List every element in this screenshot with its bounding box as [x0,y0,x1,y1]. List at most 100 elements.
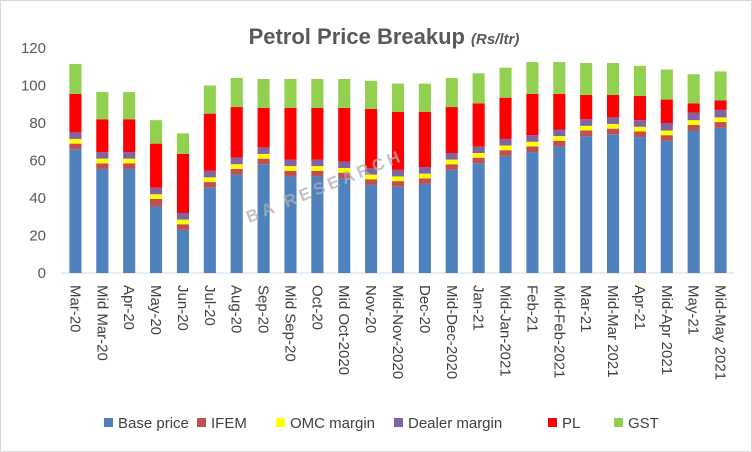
x-tick-label: Nov-20 [362,285,379,333]
bar-segment [338,172,351,179]
bar-segment [230,107,243,158]
bar-segment [365,174,378,180]
x-tick-label: Dec-20 [416,285,433,333]
bar-segment [338,108,351,162]
bar-segment [499,138,512,146]
bar-segment [176,219,190,225]
x-tick-label: Mid-Apr 2021 [658,285,675,375]
y-tick-label: 40 [29,190,46,207]
bar-segment [96,119,109,153]
legend: Base price IFEM OMC margin Dealer margin PL G… [104,415,659,432]
bar-segment [150,143,163,188]
bar-segment [203,85,216,114]
bar-segment [418,111,431,168]
bar-segment [230,157,243,165]
bar-segment [526,141,539,147]
bar-segment [365,80,378,109]
x-axis-labels: Mar-20 Mid Mar-20 Apr-20 May-20 Jun-20 Jul-20… [66,285,728,380]
legend-swatch [394,418,403,427]
bar-segment [150,194,163,199]
bar-segment [499,150,512,156]
bar-segment [714,122,727,128]
bar-segment [96,152,109,159]
bar-segment [123,92,136,120]
bar-segment [445,153,458,160]
bar-segment [553,62,566,94]
x-tick-label: Apr-21 [631,285,648,330]
bar-segment [633,126,646,132]
bar-segment [123,152,136,159]
bar-segment [418,167,431,174]
bar-segment [230,78,243,108]
bar-segment [230,168,243,175]
bar-segment [123,168,136,273]
bar-segment [150,120,163,144]
x-tick-label: Apr-20 [120,285,137,330]
bar-segment [418,178,431,184]
bar-segment [123,163,136,169]
legend-swatch [197,418,206,427]
x-tick-label: May-21 [685,285,702,335]
legend-label: IFEM [211,415,247,432]
x-tick-label: Mar-21 [577,285,594,333]
bar-segment [687,112,700,121]
bar-segment [445,159,458,165]
y-tick-label: 80 [29,115,46,132]
bar-segment [660,69,673,100]
x-tick-label: Jan-21 [470,285,487,331]
x-tick-label: Mid-Nov-2020 [389,285,406,379]
bar-segment [633,95,646,121]
bar-segment [284,108,297,160]
x-tick-label: Mar-20 [66,285,83,333]
bar-segment [338,168,351,173]
x-tick-label: May-20 [147,285,164,335]
bar-segment [418,173,431,179]
bar-segment [203,170,216,178]
bar-segment [150,198,163,207]
bar-segment [553,146,566,273]
bar-segment [660,135,673,141]
x-tick-label: Mid Oct-2020 [335,285,352,375]
bar-segment [257,78,270,108]
legend-label: OMC margin [290,415,375,432]
bar-segment [418,183,431,273]
bar-segment [69,149,82,273]
bar-segment [499,155,512,273]
x-tick-label: Mid Mar-20 [93,285,110,361]
bar-segment [499,67,512,98]
bar-segment [633,120,646,127]
bar-segment [176,224,190,230]
bar-segment [687,120,700,125]
bar-segment [714,100,727,110]
legend-swatch [548,418,557,427]
bar-segment [203,182,216,188]
bar-segment [311,78,324,108]
bar-segment [606,123,620,129]
bar-segment [445,164,458,170]
bar-segment [365,179,378,185]
legend-label: PL [562,415,580,432]
bar-segment [633,65,646,96]
bar-segment [69,63,82,94]
bar-segment [526,146,539,153]
legend-swatch [276,418,285,427]
bar-segment [311,159,324,167]
bar-segment [687,103,700,113]
bar-segment [96,168,109,273]
x-tick-label: Oct-20 [308,285,325,330]
bar-segment [606,134,620,273]
bar-segment [123,158,136,164]
bar-segment [176,229,190,274]
bar-segment [96,158,109,164]
bar-segment [472,146,485,153]
bar-segment [365,108,378,168]
bar-segment [391,176,405,182]
x-tick-label: Mid-Jan-2021 [497,285,514,377]
chart-title: Petrol Price Breakup [249,24,465,49]
bar-segment [472,153,485,158]
x-tick-label: Mid-Dec-2020 [443,285,460,379]
bar-segment [284,159,297,167]
y-tick-label: 100 [21,78,46,95]
y-tick-label: 120 [21,40,46,57]
x-tick-label: Feb-21 [523,285,540,333]
